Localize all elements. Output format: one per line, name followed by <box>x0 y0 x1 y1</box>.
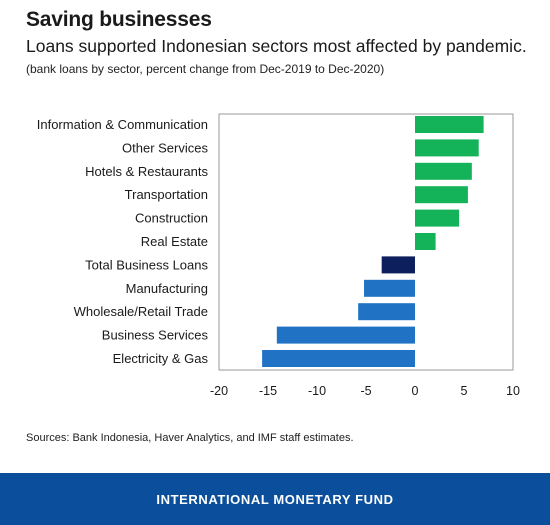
category-label: Other Services <box>122 140 208 155</box>
chart-title: Saving businesses <box>26 8 212 31</box>
bar-business-services <box>276 326 415 344</box>
category-label: Manufacturing <box>126 281 208 296</box>
bar-wholesale-retail-trade <box>358 303 415 321</box>
category-label: Real Estate <box>141 234 208 249</box>
bar-real-estate <box>415 233 436 250</box>
category-label: Hotels & Restaurants <box>85 164 208 179</box>
bar-electricity-gas <box>262 350 415 367</box>
chart-subtitle: Loans supported Indonesian sectors most … <box>26 36 527 56</box>
x-tick-label: -20 <box>210 384 228 398</box>
category-label: Information & Communication <box>37 117 208 132</box>
x-tick-label: -10 <box>308 384 326 398</box>
category-label: Business Services <box>102 328 209 343</box>
category-label: Total Business Loans <box>85 257 208 272</box>
bar-total-business-loans <box>381 256 415 274</box>
x-tick-label: 5 <box>461 384 468 398</box>
category-label: Electricity & Gas <box>113 351 209 366</box>
imf-footer: INTERNATIONAL MONETARY FUND <box>0 473 550 525</box>
source-note: Sources: Bank Indonesia, Haver Analytics… <box>26 432 354 444</box>
x-tick-label: -5 <box>360 384 371 398</box>
x-tick-label: -15 <box>259 384 277 398</box>
footer-brand: INTERNATIONAL MONETARY FUND <box>156 491 394 507</box>
plot-frame <box>218 113 514 371</box>
x-tick-label: 0 <box>412 384 419 398</box>
bar-other-services <box>415 139 479 157</box>
bar-manufacturing <box>364 279 415 297</box>
category-label: Transportation <box>125 187 208 202</box>
category-label: Construction <box>135 211 208 226</box>
bar-information-communication <box>415 116 484 133</box>
bar-hotels-restaurants <box>415 162 472 180</box>
bar-transportation <box>415 186 468 204</box>
bar-construction <box>415 209 460 227</box>
bar-chart: Information & Communication Other Service… <box>37 113 520 398</box>
category-label: Wholesale/Retail Trade <box>74 304 208 319</box>
x-tick-label: 10 <box>506 384 520 398</box>
chart-note: (bank loans by sector, percent change fr… <box>26 62 385 76</box>
